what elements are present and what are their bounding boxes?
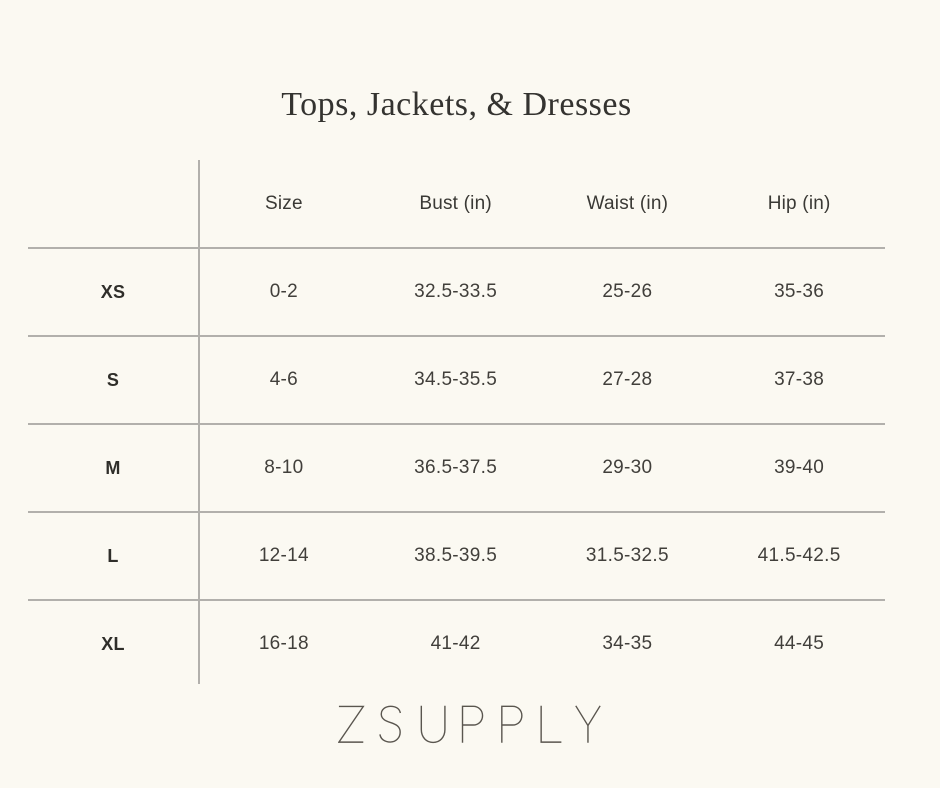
table-cell: 41.5-42.5 bbox=[757, 545, 841, 566]
table-cell: 32.5-33.5 bbox=[414, 281, 498, 302]
table-cell: 37-38 bbox=[774, 369, 825, 390]
table-cell: 38.5-39.5 bbox=[414, 545, 498, 566]
table-cell: 31.5-32.5 bbox=[585, 545, 669, 566]
size-chart-table: Size Bust (in) Waist (in) Hip (in) XS 0-… bbox=[28, 160, 885, 687]
table-row-xl: XL 16-18 41-42 34-35 44-45 bbox=[28, 599, 885, 687]
row-label: M bbox=[105, 457, 121, 478]
row-label: L bbox=[107, 545, 119, 566]
column-divider-line bbox=[198, 160, 200, 684]
table-cell: 12-14 bbox=[258, 545, 309, 566]
column-header-size: Size bbox=[264, 192, 303, 214]
brand-logo: Z SUPPLY bbox=[0, 703, 940, 747]
table-row-m: M 8-10 36.5-37.5 29-30 39-40 bbox=[28, 423, 885, 511]
page-title: Tops, Jackets, & Dresses bbox=[281, 86, 632, 123]
row-label: S bbox=[106, 369, 120, 390]
z-supply-logo-icon bbox=[338, 705, 601, 744]
table-row-xs: XS 0-2 32.5-33.5 25-26 35-36 bbox=[28, 247, 885, 335]
table-cell: 36.5-37.5 bbox=[414, 457, 498, 478]
table-cell: 4-6 bbox=[269, 369, 299, 390]
table-row-l: L 12-14 38.5-39.5 31.5-32.5 41.5-42.5 bbox=[28, 511, 885, 599]
table-row-s: S 4-6 34.5-35.5 27-28 37-38 bbox=[28, 335, 885, 423]
table-cell: 25-26 bbox=[602, 281, 653, 302]
table-cell: 35-36 bbox=[774, 281, 825, 302]
column-header-hip: Hip (in) bbox=[767, 192, 831, 214]
table-cell: 27-28 bbox=[602, 369, 653, 390]
column-header-waist: Waist (in) bbox=[586, 192, 669, 214]
table-cell: 41-42 bbox=[430, 633, 481, 654]
column-header-bust: Bust (in) bbox=[419, 192, 492, 214]
table-cell: 0-2 bbox=[269, 281, 299, 302]
table-cell: 29-30 bbox=[602, 457, 653, 478]
table-cell: 16-18 bbox=[258, 633, 309, 654]
row-label: XL bbox=[101, 633, 125, 654]
table-cell: 44-45 bbox=[774, 633, 825, 654]
table-cell: 39-40 bbox=[774, 457, 825, 478]
table-cell: 34.5-35.5 bbox=[414, 369, 498, 390]
table-cell: 34-35 bbox=[602, 633, 653, 654]
table-header-row: Size Bust (in) Waist (in) Hip (in) bbox=[28, 160, 885, 247]
table-cell: 8-10 bbox=[264, 457, 304, 478]
row-label: XS bbox=[100, 281, 126, 302]
